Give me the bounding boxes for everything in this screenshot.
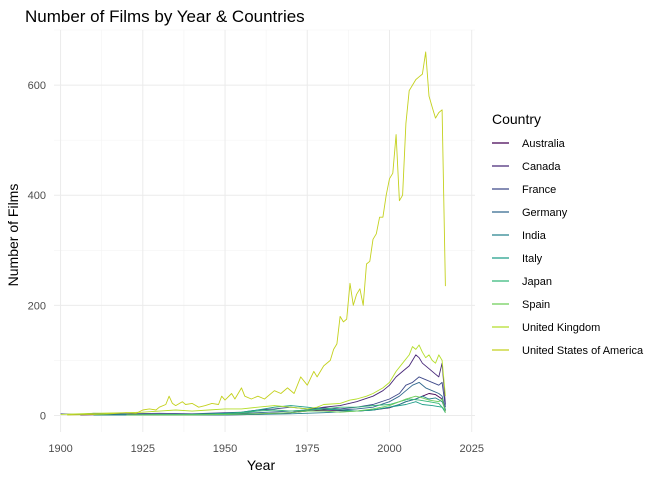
y-axis-title: Number of Films bbox=[5, 184, 21, 287]
y-tick-label: 400 bbox=[28, 190, 46, 202]
legend-label: Germany bbox=[522, 207, 568, 219]
legend-label: Australia bbox=[522, 138, 566, 150]
series-lines bbox=[60, 51, 446, 416]
chart-title: Number of Films by Year & Countries bbox=[25, 7, 305, 26]
legend-label: France bbox=[522, 184, 556, 196]
legend-title: Country bbox=[492, 111, 541, 127]
series-line-france bbox=[60, 376, 446, 415]
legend-label: Canada bbox=[522, 161, 561, 173]
x-axis-title: Year bbox=[247, 457, 276, 473]
x-tick-label: 2000 bbox=[377, 443, 401, 455]
y-tick-label: 0 bbox=[40, 410, 46, 422]
x-tick-label: 2025 bbox=[459, 443, 483, 455]
legend-label: India bbox=[522, 230, 547, 242]
x-axis-ticks: 1900 1925 1950 1975 2000 2025 bbox=[48, 443, 484, 455]
y-axis-ticks: 0 200 400 600 bbox=[28, 80, 46, 422]
legend-label: Spain bbox=[522, 299, 550, 311]
x-tick-label: 1975 bbox=[295, 443, 319, 455]
series-line-spain bbox=[126, 395, 446, 416]
legend-label: United Kingdom bbox=[522, 322, 600, 334]
series-line-italy bbox=[93, 401, 446, 416]
grid bbox=[54, 29, 475, 432]
y-tick-label: 200 bbox=[28, 300, 46, 312]
legend-label: Japan bbox=[522, 276, 552, 288]
x-tick-label: 1950 bbox=[213, 443, 237, 455]
series-line-united-kingdom bbox=[60, 344, 446, 415]
series-line-japan bbox=[126, 398, 446, 416]
series-line-united-states-of-america bbox=[67, 51, 446, 416]
legend: Country Australia Canada France Germany Indi… bbox=[492, 111, 644, 357]
legend-label: United States of America bbox=[522, 345, 644, 357]
legend-label: Italy bbox=[522, 253, 543, 265]
legend-items: Australia Canada France Germany India Italy Ja… bbox=[492, 138, 644, 357]
x-tick-label: 1900 bbox=[48, 443, 72, 455]
series-line-india bbox=[159, 395, 446, 416]
x-tick-label: 1925 bbox=[131, 443, 155, 455]
y-tick-label: 600 bbox=[28, 80, 46, 92]
